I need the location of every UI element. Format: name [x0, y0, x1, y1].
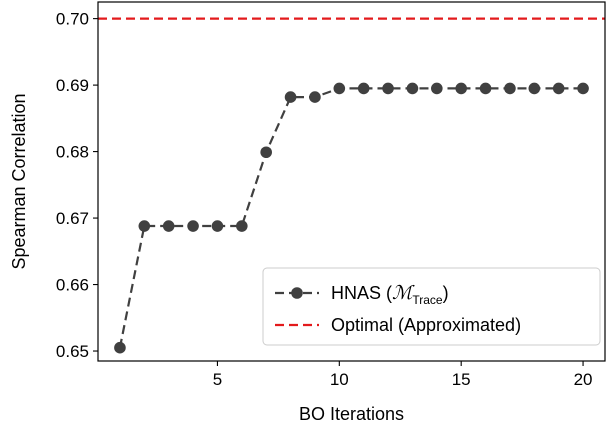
data-point	[309, 91, 321, 103]
data-point	[455, 82, 467, 95]
data-point	[504, 82, 516, 95]
series-layer	[114, 82, 589, 354]
y-tick-label: 0.67	[56, 209, 89, 228]
data-point	[236, 220, 248, 232]
legend-box	[262, 267, 601, 346]
x-tick-label: 15	[452, 370, 471, 389]
data-point	[211, 220, 224, 232]
data-point	[162, 220, 175, 232]
y-axis-ticks: 0.65 0.66 0.67 0.68 0.69 0.70	[56, 10, 98, 361]
y-tick-label: 0.68	[56, 143, 89, 162]
data-point	[357, 82, 370, 95]
x-axis-ticks: 5 10 15 20	[213, 361, 593, 389]
x-tick-label: 20	[574, 370, 593, 389]
x-tick-label: 10	[330, 370, 349, 389]
data-point	[577, 82, 589, 95]
data-point	[528, 82, 541, 95]
y-tick-label: 0.70	[56, 10, 89, 29]
legend: HNAS (ℳTrace) Optimal (Approximated)	[262, 267, 601, 346]
legend-label-series: HNAS (ℳTrace)	[331, 282, 449, 307]
data-point	[552, 82, 565, 95]
y-tick-label: 0.69	[56, 76, 89, 95]
y-tick-label: 0.65	[56, 342, 89, 361]
y-axis-label: Spearman Correlation	[9, 93, 29, 269]
data-point	[260, 146, 272, 159]
legend-label-reference: Optimal (Approximated)	[331, 315, 521, 335]
data-point	[187, 220, 199, 232]
data-point	[431, 82, 443, 95]
data-point	[284, 91, 297, 103]
axes-frame	[97, 1, 606, 362]
data-point	[382, 82, 394, 95]
data-point	[333, 82, 346, 95]
data-point	[138, 220, 151, 232]
x-axis-label: BO Iterations	[299, 404, 404, 424]
x-tick-label: 5	[213, 370, 222, 389]
y-tick-label: 0.66	[56, 276, 89, 295]
data-point	[114, 341, 126, 354]
legend-swatch-marker	[291, 287, 303, 299]
data-point	[406, 82, 419, 95]
data-point	[479, 82, 492, 95]
